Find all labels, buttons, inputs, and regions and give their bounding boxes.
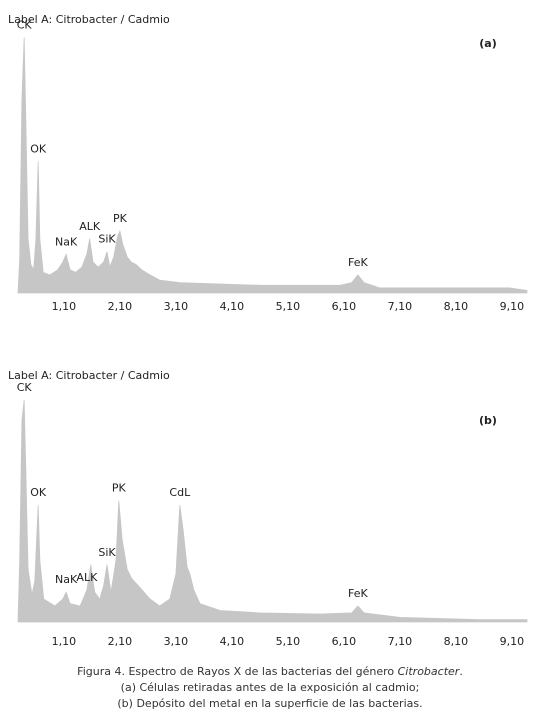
caption-line: Figura 4. Espectro de Rayos X de las bac… (77, 665, 463, 678)
peak-label: CK (17, 381, 33, 394)
peak-label: SiK (98, 233, 116, 246)
x-tick-label: 9,10 (500, 635, 525, 648)
peak-label: FeK (348, 256, 368, 269)
panel-label: (b) (479, 414, 497, 427)
x-tick-label: 3,10 (164, 635, 189, 648)
caption-text: (a) Células retiradas antes de la exposi… (121, 681, 420, 694)
caption-text: Figura 4. Espectro de Rayos X de las bac… (77, 665, 397, 678)
x-tick-label: 7,10 (388, 300, 413, 313)
x-tick-label: 3,10 (164, 300, 189, 313)
x-tick-label: 7,10 (388, 635, 413, 648)
caption-line: (a) Células retiradas antes de la exposi… (121, 681, 420, 694)
chart-title: Label A: Citrobacter / Cadmio (8, 369, 170, 382)
caption-text: . (459, 665, 463, 678)
peak-label: ALK (79, 220, 101, 233)
x-tick-label: 6,10 (332, 300, 357, 313)
peak-label: SiK (98, 546, 116, 559)
peak-label: CK (17, 19, 33, 32)
chart-title: Label A: Citrobacter / Cadmio (8, 13, 170, 26)
x-tick-label: 8,10 (444, 635, 469, 648)
spectrum-area (17, 37, 528, 294)
peak-label: OK (30, 142, 47, 155)
peak-label: PK (113, 212, 128, 225)
peak-label: OK (30, 486, 47, 499)
x-tick-label: 4,10 (220, 635, 245, 648)
peak-label: FeK (348, 587, 368, 600)
x-tick-label: 2,10 (108, 300, 133, 313)
x-tick-label: 4,10 (220, 300, 245, 313)
caption-text: (b) Depósito del metal en la superficie … (117, 697, 422, 710)
peak-label: PK (112, 482, 127, 495)
peak-label: NaK (55, 573, 78, 586)
x-tick-label: 5,10 (276, 635, 301, 648)
spectrum-area (17, 399, 528, 623)
x-tick-label: 2,10 (108, 635, 133, 648)
panel-label: (a) (479, 37, 496, 50)
caption-line: (b) Depósito del metal en la superficie … (117, 697, 422, 710)
x-tick-label: 1,10 (52, 300, 77, 313)
x-tick-label: 6,10 (332, 635, 357, 648)
peak-label: CdL (169, 486, 191, 499)
x-tick-label: 8,10 (444, 300, 469, 313)
x-tick-label: 9,10 (500, 300, 525, 313)
x-tick-label: 5,10 (276, 300, 301, 313)
x-tick-label: 1,10 (52, 635, 77, 648)
peak-label: NaK (55, 235, 78, 248)
peak-label: ALK (76, 571, 98, 584)
caption-text: Citrobacter (398, 665, 461, 678)
